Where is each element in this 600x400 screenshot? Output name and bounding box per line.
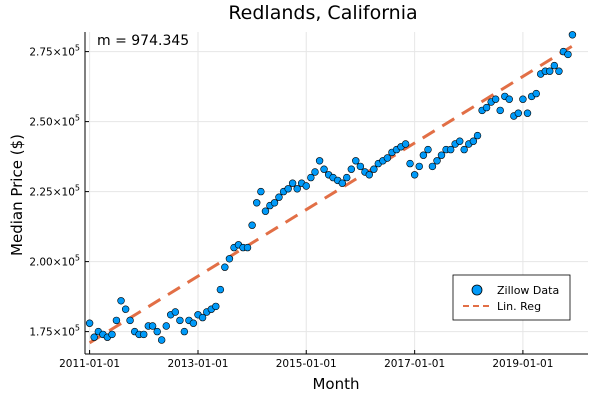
data-point [153,327,161,336]
data-point [473,131,482,140]
data-point [505,95,513,103]
data-point [491,95,500,103]
chart-title: Redlands, California [228,2,417,24]
legend-box [452,274,571,321]
data-point [460,145,468,154]
data-point [253,199,261,207]
data-point [415,162,423,171]
data-point [157,336,166,344]
data-point [261,207,270,215]
y-axis-ticks: 1.75×105 2.00×105 2.25×105 2.50×105 2.75×105 [29,44,89,339]
data-point [338,179,346,187]
data-point [212,302,220,311]
x-tick-label: 2017-01-01 [384,358,445,370]
data-point [568,31,577,39]
grid [85,32,588,354]
data-point [496,106,504,115]
data-point [198,313,207,322]
data-point [370,165,378,173]
data-point [302,182,310,190]
data-point [126,316,134,325]
data-point [275,193,283,201]
data-point [564,50,572,59]
y-tick-label: 1.75×105 [29,324,80,339]
x-tick-label: 2015-01-01 [276,358,337,370]
data-point [482,103,491,112]
data-point [514,109,523,117]
x-axis-ticks: 2011-01-01 2013-01-01 2015-01-01 2017-01-01… [59,350,553,370]
data-point [117,297,125,305]
data-point [352,157,360,165]
data-point [162,322,170,330]
data-point [140,330,148,339]
data-point [428,162,437,171]
data-point [365,171,373,179]
data-point [288,179,297,187]
data-point [446,145,455,154]
data-point [270,199,279,207]
data-point [347,165,356,173]
data-point [410,171,419,179]
data-point [90,333,98,341]
axes-frame [84,32,588,355]
slope-annotation: m = 974.345 [97,33,189,49]
data-point [307,173,315,182]
data-point [284,185,292,193]
data-point [401,140,410,148]
data-point [108,330,116,339]
y-tick-label: 2.75×105 [29,44,80,59]
data-point [437,151,446,159]
data-point [257,187,265,196]
legend-label-zillow: Zillow Data [497,284,559,297]
data-point [315,157,324,165]
data-point [456,137,464,145]
y-axis-label: Median Price ($) [8,134,26,256]
y-tick-label: 2.25×105 [29,184,80,199]
data-point [356,162,365,171]
data-point [406,159,414,168]
data-point [148,322,157,330]
data-point [225,255,234,263]
data-point [243,243,252,252]
y-tick-label: 2.00×105 [29,254,80,269]
data-point [519,95,527,103]
data-point [311,168,319,176]
data-point [433,157,441,165]
data-point [121,305,130,313]
legend: Zillow Data Lin. Reg [452,274,571,321]
data-point [383,154,392,162]
x-tick-label: 2019-01-01 [492,358,553,370]
data-point [171,308,180,316]
regression-line [88,44,574,345]
data-point [469,137,478,145]
data-point [248,221,256,229]
data-point [293,185,301,193]
regression-line-path [88,44,574,345]
data-point [112,316,121,325]
data-point [523,109,532,117]
data-point [550,61,559,70]
data-points [85,31,577,344]
y-tick-label: 2.50×105 [29,114,80,129]
data-point [343,173,351,182]
data-point [85,319,94,327]
data-point [216,285,225,294]
x-tick-label: 2013-01-01 [167,358,228,370]
data-point [419,151,428,159]
data-point [189,319,198,327]
x-axis-label: Month [312,375,359,393]
x-tick-label: 2011-01-01 [59,358,120,370]
data-point [424,145,432,154]
data-point [320,165,328,173]
data-point [555,67,563,75]
data-point [176,316,184,325]
data-point [180,327,189,336]
legend-marker-zillow [471,284,483,296]
legend-label-linreg: Lin. Reg [497,300,541,313]
data-point [532,89,540,98]
data-point [221,263,229,271]
data-point [546,67,554,75]
